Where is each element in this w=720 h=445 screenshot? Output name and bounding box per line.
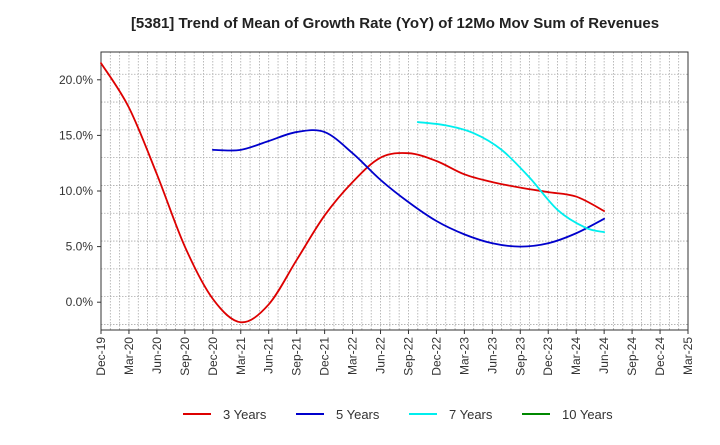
legend-label-3-years: 3 Years [223, 407, 267, 422]
x-tick-label: Sep-23 [513, 337, 527, 376]
series-line-5-years [211, 129, 606, 248]
x-tick-label: Sep-21 [290, 337, 304, 376]
legend-label-5-years: 5 Years [336, 407, 380, 422]
chart-title: [5381] Trend of Mean of Growth Rate (YoY… [131, 15, 659, 32]
x-tick-label: Dec-22 [429, 337, 443, 376]
x-tick-label: Dec-23 [541, 337, 555, 376]
x-tick-label: Dec-24 [653, 337, 667, 376]
series-line-7-years [416, 121, 606, 234]
x-tick-label: Mar-20 [122, 337, 136, 375]
x-tick-label: Jun-23 [485, 337, 499, 374]
x-tick-label: Mar-21 [234, 337, 248, 375]
y-tick-label: 15.0% [59, 128, 93, 142]
x-tick-label: Jun-21 [262, 337, 276, 374]
x-tick-label: Dec-21 [318, 337, 332, 376]
y-tick-label: 0.0% [66, 295, 94, 309]
x-tick-label: Mar-22 [346, 337, 360, 375]
x-tick-label: Mar-25 [681, 337, 695, 375]
y-tick-label: 20.0% [59, 73, 93, 87]
x-tick-label: Dec-19 [94, 337, 108, 376]
x-tick-label: Sep-24 [625, 337, 639, 376]
x-tick-label: Dec-20 [206, 337, 220, 376]
x-tick-label: Jun-22 [374, 337, 388, 374]
y-tick-label: 5.0% [66, 240, 94, 254]
x-tick-label: Jun-20 [150, 337, 164, 374]
y-tick-label: 10.0% [59, 184, 93, 198]
x-tick-label: Mar-24 [569, 337, 583, 375]
x-tick-label: Sep-22 [401, 337, 415, 376]
series-line-3-years [100, 62, 606, 324]
x-tick-label: Jun-24 [597, 337, 611, 374]
legend-label-10-years: 10 Years [562, 407, 613, 422]
legend-label-7-years: 7 Years [449, 407, 493, 422]
x-tick-label: Mar-23 [457, 337, 471, 375]
x-tick-label: Sep-20 [178, 337, 192, 376]
